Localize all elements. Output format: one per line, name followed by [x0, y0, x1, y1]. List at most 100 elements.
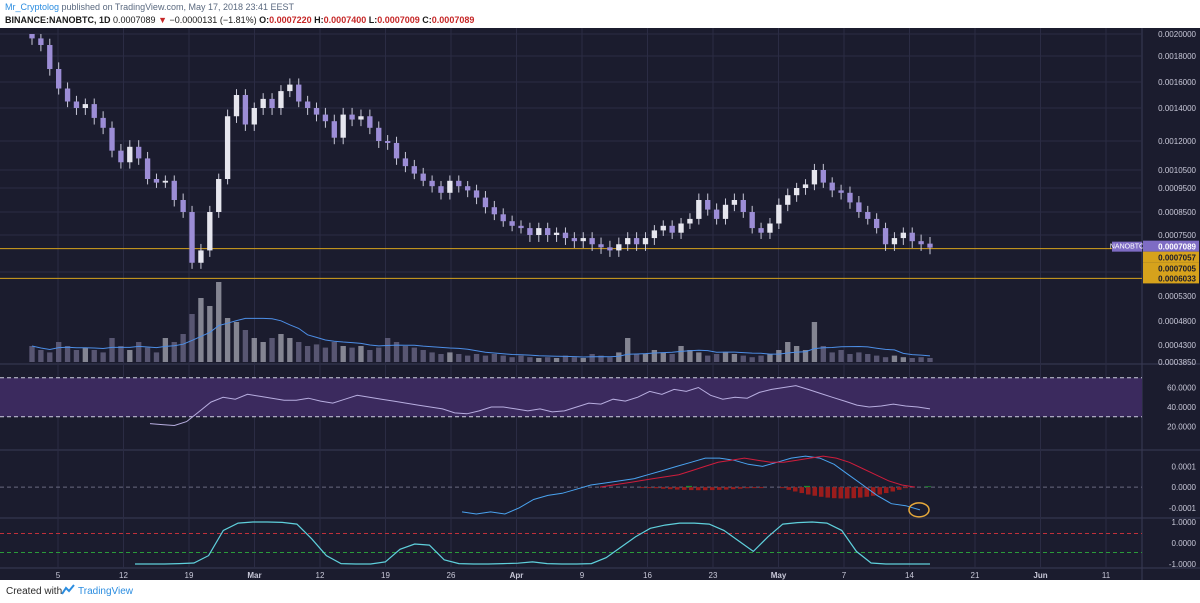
volume-bar — [331, 342, 337, 362]
volume-bar — [189, 314, 195, 362]
macd-histogram-bar — [925, 486, 931, 488]
macd-histogram-bar — [812, 487, 817, 496]
candle-body — [331, 121, 337, 138]
candle-body — [651, 230, 658, 239]
price-tick-label: 0.0016000 — [1158, 78, 1196, 87]
volume-bar — [616, 352, 622, 362]
symbol-info: BINANCE:NANOBTC, 1D — [5, 15, 111, 25]
candle-body — [38, 38, 44, 45]
candle-body — [456, 180, 462, 187]
candle-body — [287, 84, 293, 92]
volume-bar — [340, 346, 346, 362]
candle-body — [482, 197, 489, 208]
candle-body — [464, 186, 471, 191]
stoch-tick-label: 0.0000 — [1172, 539, 1197, 548]
volume-bar — [304, 346, 311, 362]
macd-tick-label: 0.0000 — [1172, 483, 1197, 492]
volume-bar — [29, 346, 35, 362]
candle-body — [260, 98, 266, 108]
volume-bar — [224, 318, 231, 362]
volume-bar — [136, 342, 142, 362]
macd-histogram-bar — [738, 487, 743, 489]
volume-bar — [162, 338, 169, 362]
candle-body — [758, 228, 764, 233]
candle-body — [393, 142, 400, 159]
volume-bar — [802, 350, 809, 362]
candle-body — [242, 95, 249, 125]
volume-bar — [473, 354, 480, 362]
volume-bar — [109, 338, 115, 362]
tradingview-brand[interactable]: TradingView — [78, 586, 134, 597]
candle-body — [811, 170, 818, 185]
volume-bar — [811, 322, 818, 362]
macd-histogram-bar — [871, 487, 876, 496]
volume-bar — [491, 354, 498, 362]
level-1-tag-bg — [1143, 251, 1199, 263]
volume-bar — [216, 282, 222, 362]
macd-histogram-bar — [752, 487, 757, 489]
candle-body — [402, 158, 409, 167]
macd-histogram-bar — [786, 487, 791, 490]
volume-bar — [660, 352, 666, 362]
candle-body — [900, 232, 906, 239]
candle-body — [571, 238, 578, 242]
macd-histogram-bar — [890, 487, 895, 492]
volume-bar — [758, 355, 764, 362]
candle-body — [127, 146, 133, 163]
x-tick-label: Apr — [510, 571, 524, 580]
volume-bar — [847, 354, 853, 362]
last-price-tag-bg — [1143, 240, 1199, 252]
volume-bar — [527, 357, 533, 362]
macd-histogram-bar — [858, 487, 863, 498]
time-axis-background — [0, 568, 1142, 580]
candle-body — [473, 190, 480, 198]
rsi-tick-label: 40.0000 — [1167, 403, 1196, 412]
volume-bar — [625, 338, 631, 362]
volume-bar — [545, 357, 551, 362]
x-tick-label: 14 — [905, 571, 914, 580]
candle-body — [767, 223, 773, 233]
volume-bar — [278, 334, 284, 362]
candle-body — [180, 200, 186, 212]
volume-bar — [589, 354, 595, 362]
candle-body — [785, 195, 791, 205]
candle-body — [625, 238, 631, 245]
candle-body — [491, 207, 498, 215]
volume-bar — [571, 357, 578, 362]
candle-body — [171, 180, 177, 200]
candle-body — [56, 69, 62, 89]
x-tick-label: Mar — [247, 571, 261, 580]
macd-histogram-bar — [675, 487, 680, 490]
volume-bar — [153, 352, 160, 362]
candle-body — [918, 241, 924, 245]
volume-bar — [580, 358, 586, 362]
macd-histogram-bar — [668, 487, 673, 490]
volume-bar — [713, 354, 720, 362]
author-link[interactable]: Mr_Cryptolog — [5, 2, 60, 12]
volume-bar — [402, 346, 409, 362]
volume-bar — [438, 354, 444, 362]
chart-canvas[interactable]: 5 12 19 Mar 12 19 26 Apr 9 16 23 May 7 14 21 Jun 11 0.002… — [0, 28, 1200, 580]
candle-body — [420, 173, 426, 181]
volume-bar — [47, 352, 53, 362]
volume-bar — [838, 350, 844, 362]
x-tick-label: 9 — [580, 571, 585, 580]
x-tick-label: 12 — [119, 571, 128, 580]
candle-body — [144, 158, 151, 179]
volume-bar — [873, 355, 880, 362]
volume-bar — [518, 355, 524, 362]
volume-ma-line — [31, 317, 931, 358]
last-price: 0.0007089 — [113, 15, 156, 25]
volume-bar — [429, 352, 435, 362]
volume-bar — [456, 354, 462, 362]
candle-body — [304, 101, 311, 108]
rsi-line — [149, 385, 931, 427]
candle-body — [731, 200, 738, 205]
candle-body — [340, 114, 346, 138]
price-tick-label: 0.0007500 — [1158, 231, 1196, 240]
level-2-tag-bg — [1143, 262, 1199, 274]
candle-body — [838, 190, 844, 193]
candle-body — [802, 184, 809, 188]
volume-bar — [420, 350, 426, 362]
candle-body — [367, 116, 373, 128]
